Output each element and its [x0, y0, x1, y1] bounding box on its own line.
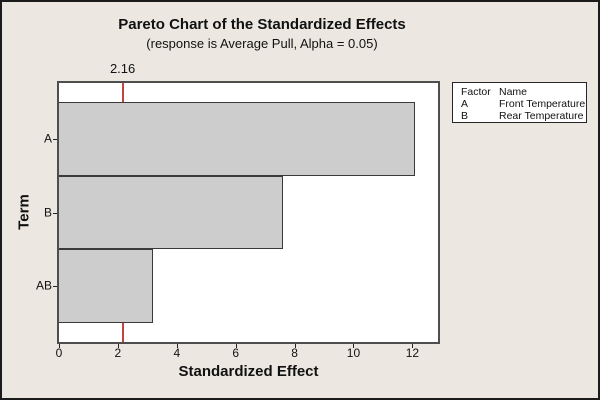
legend-header-row: Factor Name	[461, 86, 586, 98]
bar-ab	[59, 249, 154, 323]
legend-name: Front Temperature	[499, 98, 586, 110]
x-axis-tick	[294, 344, 296, 348]
x-axis-tick	[59, 344, 60, 348]
chart-title: Pareto Chart of the Standardized Effects	[118, 16, 406, 33]
x-axis-tick-label: 12	[405, 346, 420, 360]
y-axis-title: Term	[15, 194, 33, 230]
y-axis-tick	[53, 286, 57, 288]
x-axis-tick-label: 6	[232, 346, 240, 360]
legend-header-factor: Factor	[461, 86, 491, 98]
legend-header-name: Name	[499, 86, 528, 98]
x-axis-tick	[176, 344, 178, 348]
x-axis-tick-label: 4	[173, 346, 181, 360]
chart-subtitle: (response is Average Pull, Alpha = 0.05)	[146, 36, 378, 51]
plot-area	[57, 81, 440, 344]
legend-factor: A	[461, 98, 469, 110]
x-axis-tick-label: 2	[114, 346, 122, 360]
y-axis-tick-label-b: B	[43, 205, 52, 219]
x-axis-tick	[412, 344, 414, 348]
x-axis-tick	[353, 344, 355, 348]
legend-factor: B	[461, 110, 469, 122]
legend-row: A Front Temperature	[461, 98, 586, 110]
x-axis-tick	[117, 344, 119, 348]
x-axis-tick-label: 10	[346, 346, 361, 360]
y-axis-tick-label-a: A	[43, 131, 52, 146]
y-axis-tick	[53, 212, 57, 214]
legend-name: Rear Temperature	[499, 110, 584, 122]
y-axis-tick-label-ab: AB	[35, 278, 52, 293]
bar-a	[59, 102, 416, 176]
reference-line-value-label: 2.16	[109, 61, 136, 76]
y-axis-tick	[53, 138, 57, 140]
x-axis-tick-label: 8	[291, 346, 298, 360]
x-axis-title: Standardized Effect	[178, 363, 319, 380]
bar-b	[59, 175, 283, 250]
x-axis-tick-label: 0	[55, 346, 63, 360]
x-axis-tick	[235, 344, 237, 348]
legend: Factor Name A Front Temperature B Rear Temper…	[452, 82, 587, 123]
legend-row: B Rear Temperature	[461, 110, 586, 122]
